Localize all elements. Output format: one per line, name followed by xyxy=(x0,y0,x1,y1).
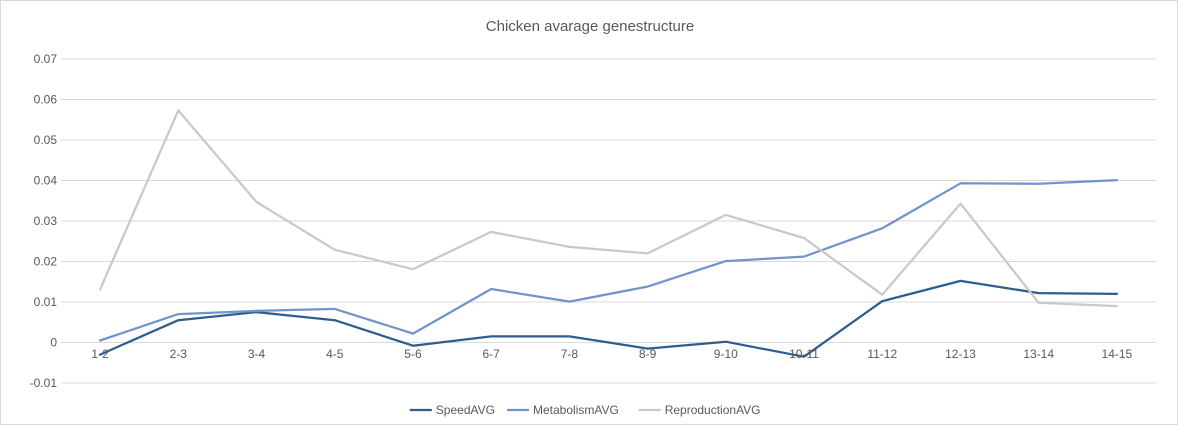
legend-label: ReproductionAVG xyxy=(665,403,761,417)
x-tick-label: 6-7 xyxy=(483,347,501,361)
y-tick-label: 0.03 xyxy=(34,214,58,228)
series-line xyxy=(100,180,1117,340)
y-tick-label: -0.01 xyxy=(30,376,58,390)
legend-label: MetabolismAVG xyxy=(533,403,619,417)
x-tick-label: 11-12 xyxy=(867,347,897,361)
x-tick-label: 14-15 xyxy=(1102,347,1133,361)
x-tick-label: 12-13 xyxy=(945,347,976,361)
y-tick-label: 0.05 xyxy=(34,133,58,147)
x-tick-label: 4-5 xyxy=(326,347,344,361)
series-line xyxy=(100,281,1117,357)
x-tick-label: 8-9 xyxy=(639,347,657,361)
y-tick-label: 0.04 xyxy=(34,174,58,188)
legend-label: SpeedAVG xyxy=(436,403,495,417)
x-tick-label: 9-10 xyxy=(714,347,738,361)
x-tick-label: 7-8 xyxy=(561,347,579,361)
x-tick-label: 13-14 xyxy=(1023,347,1054,361)
x-tick-label: 10-11 xyxy=(789,347,819,361)
x-tick-label: 2-3 xyxy=(170,347,188,361)
y-tick-label: 0.01 xyxy=(34,295,58,309)
y-tick-label: 0.02 xyxy=(34,255,58,269)
y-tick-label: 0.07 xyxy=(34,52,58,66)
x-tick-label: 1-2 xyxy=(91,347,109,361)
x-tick-label: 5-6 xyxy=(404,347,422,361)
y-tick-label: 0 xyxy=(50,336,57,350)
x-tick-label: 3-4 xyxy=(248,347,266,361)
y-tick-label: 0.06 xyxy=(34,93,58,107)
